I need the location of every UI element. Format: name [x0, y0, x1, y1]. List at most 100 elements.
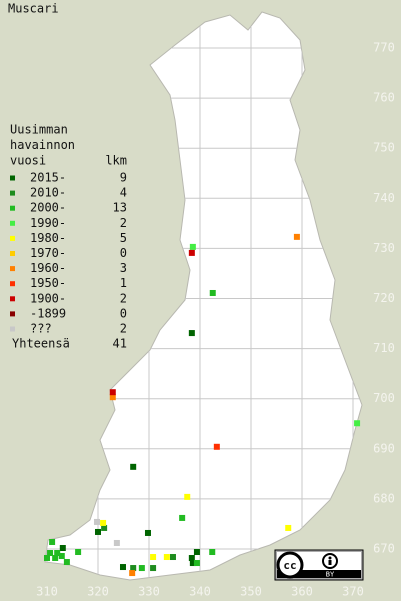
- legend-swatch: [10, 251, 15, 256]
- y-tick-label: 670: [373, 542, 395, 556]
- y-tick-label: 700: [373, 391, 395, 405]
- legend-swatch: [10, 326, 15, 332]
- y-tick-label: 710: [373, 341, 395, 355]
- observation-point: [138, 565, 145, 572]
- x-tick-label: 350: [240, 585, 262, 599]
- observation-point: [144, 529, 151, 536]
- legend-swatch: [10, 281, 15, 287]
- legend-label: 1950-: [30, 276, 66, 290]
- observation-point: [184, 493, 191, 500]
- observation-point: [150, 554, 157, 561]
- legend-count: 4: [120, 186, 127, 200]
- legend-label: 1900-: [30, 291, 66, 305]
- legend-count: 13: [113, 201, 127, 215]
- observation-point: [209, 549, 216, 556]
- x-tick-label: 370: [342, 585, 364, 599]
- observation-point: [49, 538, 56, 545]
- y-tick-label: 730: [373, 241, 395, 255]
- license-by: BY: [326, 571, 335, 579]
- observation-point: [188, 330, 195, 337]
- observation-point: [188, 249, 195, 256]
- legend-total: 41: [113, 337, 127, 351]
- observation-point: [75, 549, 82, 556]
- legend-title: vuosi: [10, 154, 46, 168]
- legend-count: 2: [120, 216, 127, 230]
- x-tick-label: 360: [291, 585, 313, 599]
- y-tick-label: 680: [373, 491, 395, 505]
- observation-point: [113, 539, 120, 546]
- legend-count: 5: [120, 231, 127, 245]
- legend-label: 2010-: [30, 186, 66, 200]
- legend-swatch: [10, 220, 15, 226]
- y-tick-label: 760: [373, 91, 395, 105]
- observation-point: [193, 549, 200, 556]
- observation-point: [129, 570, 136, 577]
- x-tick-label: 340: [189, 585, 211, 599]
- legend-title: Uusimman: [10, 123, 68, 137]
- legend-count: 2: [120, 322, 127, 336]
- observation-point: [188, 555, 195, 562]
- observation-point: [193, 560, 200, 567]
- observation-point: [209, 289, 216, 296]
- legend-swatch: [10, 296, 15, 302]
- license-badge: cc BY: [274, 549, 364, 581]
- y-tick-label: 770: [373, 41, 395, 55]
- observation-point: [169, 554, 176, 561]
- observation-point: [93, 518, 100, 525]
- legend-label: 2000-: [30, 201, 66, 215]
- observation-point: [179, 514, 186, 521]
- observation-point: [44, 555, 50, 562]
- observation-point: [109, 389, 116, 396]
- observation-point: [130, 463, 137, 470]
- observation-point: [109, 394, 116, 401]
- legend-swatch: [10, 205, 15, 211]
- legend-label: 1970-: [30, 246, 66, 260]
- y-tick-label: 720: [373, 291, 395, 305]
- y-tick-label: 750: [373, 141, 395, 155]
- legend-count-header: lkm: [105, 154, 127, 168]
- x-tick-label: 310: [36, 585, 58, 599]
- map-title: Muscari: [8, 2, 59, 16]
- legend-label: 1980-: [30, 231, 66, 245]
- legend-label: 1990-: [30, 216, 66, 230]
- observation-point: [189, 243, 196, 250]
- license-cc: cc: [283, 559, 296, 572]
- legend-count: 3: [120, 261, 127, 275]
- observation-point: [58, 553, 65, 560]
- legend-swatch: [10, 311, 15, 317]
- observation-point: [150, 565, 157, 572]
- legend-swatch: [10, 175, 15, 181]
- observation-point: [163, 554, 170, 561]
- country-outline: [44, 11, 363, 581]
- legend-swatch: [10, 190, 15, 196]
- legend-swatch: [10, 235, 15, 241]
- observation-point: [47, 550, 54, 557]
- observation-point: [130, 565, 137, 572]
- observation-point: [293, 233, 300, 240]
- legend-label: 1960-: [30, 261, 66, 275]
- observation-point: [59, 544, 66, 551]
- legend-count: 2: [120, 291, 127, 305]
- legend-label: -1899: [30, 306, 66, 320]
- observation-point: [285, 524, 292, 531]
- observation-point: [354, 420, 361, 427]
- x-tick-label: 320: [87, 585, 109, 599]
- observation-point: [213, 443, 220, 450]
- observation-point: [63, 559, 70, 566]
- points: [44, 233, 361, 577]
- x-tick-label: 330: [138, 585, 160, 599]
- legend-count: 0: [120, 306, 127, 320]
- observation-point: [101, 524, 108, 531]
- observation-point: [95, 528, 101, 535]
- observation-point: [119, 564, 126, 571]
- legend-title: havainnon: [10, 138, 75, 152]
- legend-total-label: Yhteensä: [12, 337, 70, 351]
- observation-point: [52, 555, 59, 562]
- y-tick-label: 690: [373, 441, 395, 455]
- observation-point: [189, 560, 196, 567]
- legend-label: ???: [30, 322, 52, 336]
- legend-label: 2015-: [30, 171, 66, 185]
- legend-swatch: [10, 266, 15, 272]
